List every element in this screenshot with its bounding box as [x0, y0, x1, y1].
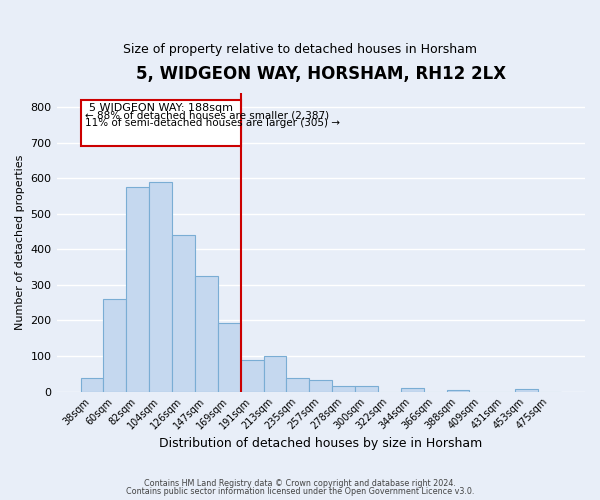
Bar — [401, 388, 424, 392]
Bar — [310, 380, 332, 392]
Text: Contains HM Land Registry data © Crown copyright and database right 2024.: Contains HM Land Registry data © Crown c… — [144, 478, 456, 488]
Text: ← 88% of detached houses are smaller (2,387): ← 88% of detached houses are smaller (2,… — [85, 110, 329, 120]
Bar — [195, 276, 218, 392]
X-axis label: Distribution of detached houses by size in Horsham: Distribution of detached houses by size … — [159, 437, 482, 450]
Bar — [103, 299, 127, 392]
FancyBboxPatch shape — [80, 100, 241, 146]
Bar — [218, 323, 241, 392]
Bar — [355, 386, 378, 392]
Bar — [332, 386, 355, 392]
Bar — [172, 235, 195, 392]
Bar — [149, 182, 172, 392]
Text: 5 WIDGEON WAY: 188sqm: 5 WIDGEON WAY: 188sqm — [89, 103, 233, 113]
Bar — [446, 390, 469, 392]
Text: Contains public sector information licensed under the Open Government Licence v3: Contains public sector information licen… — [126, 487, 474, 496]
Title: 5, WIDGEON WAY, HORSHAM, RH12 2LX: 5, WIDGEON WAY, HORSHAM, RH12 2LX — [136, 65, 506, 83]
Bar — [286, 378, 310, 392]
Text: 11% of semi-detached houses are larger (305) →: 11% of semi-detached houses are larger (… — [85, 118, 340, 128]
Bar — [80, 378, 103, 392]
Bar — [263, 356, 286, 392]
Bar — [127, 187, 149, 392]
Text: Size of property relative to detached houses in Horsham: Size of property relative to detached ho… — [123, 42, 477, 56]
Bar — [515, 388, 538, 392]
Bar — [241, 360, 263, 392]
Y-axis label: Number of detached properties: Number of detached properties — [15, 154, 25, 330]
